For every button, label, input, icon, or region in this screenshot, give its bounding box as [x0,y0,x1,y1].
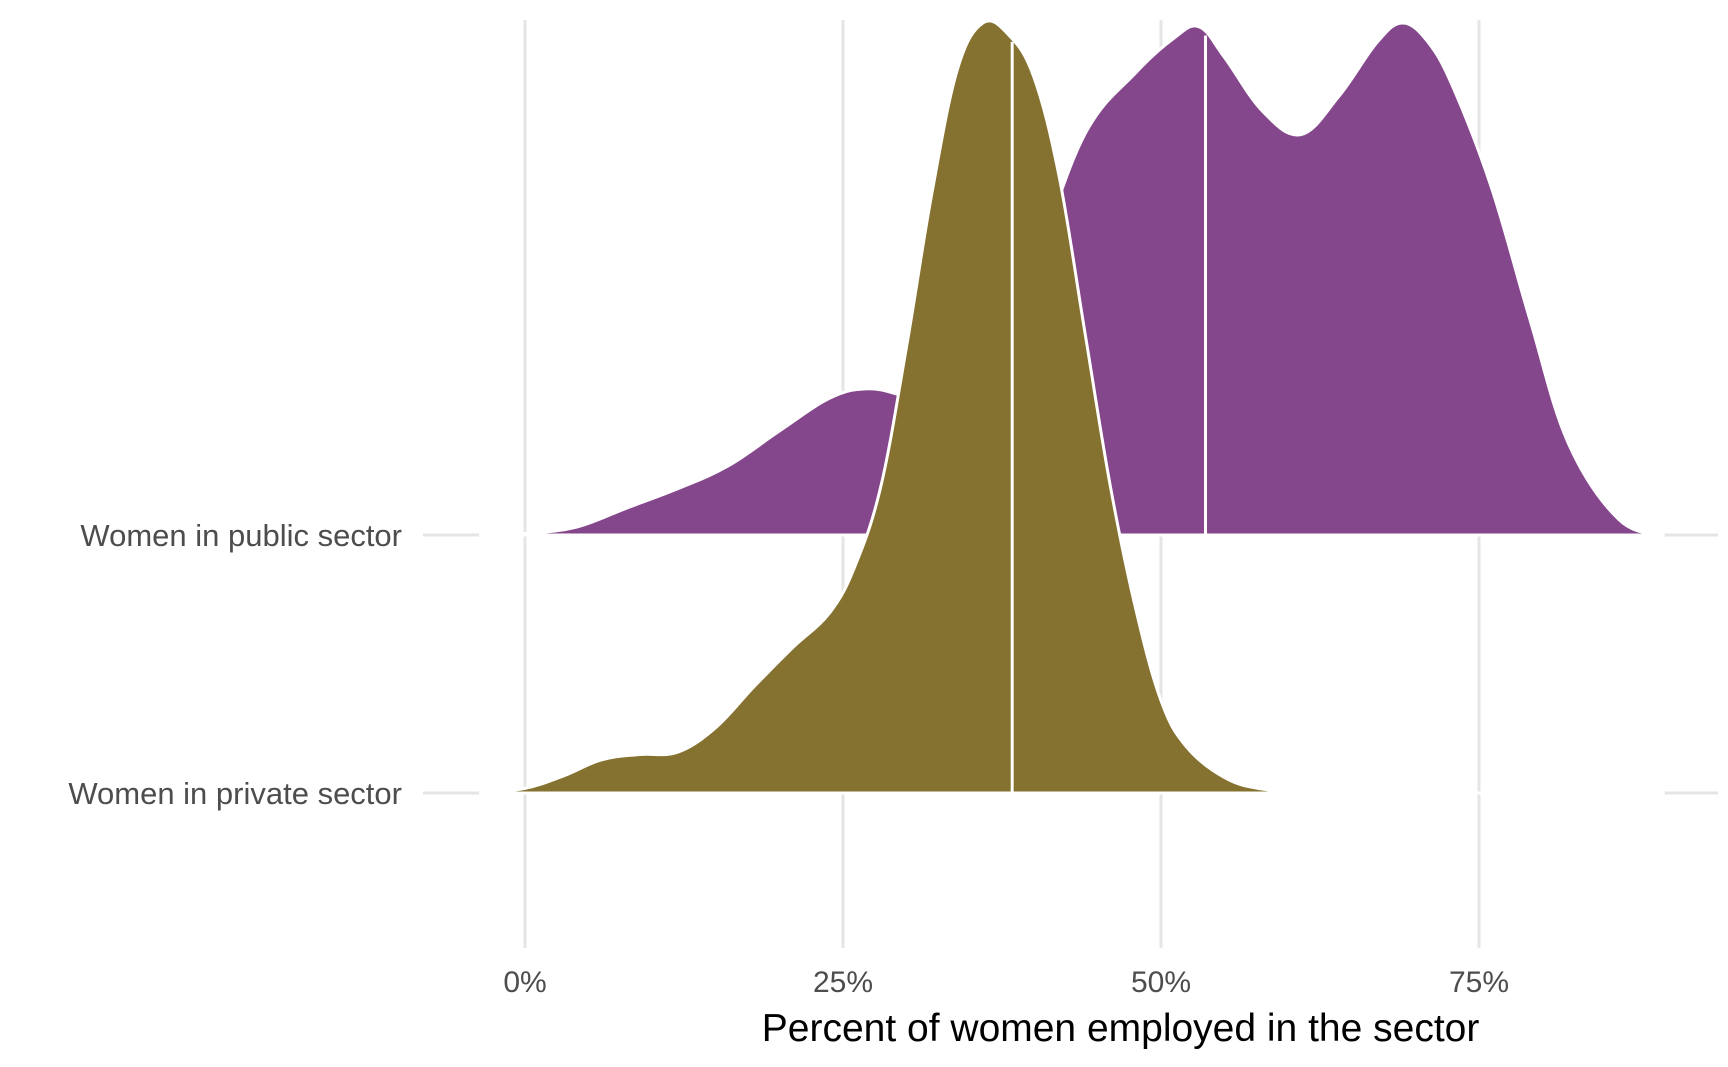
x-tick-label: 50% [1131,966,1191,999]
ridge-group [478,19,1665,795]
x-tick-label: 0% [503,966,546,999]
labels-layer: 0% 25% 50% 75% Women in private sector Women … [68,518,1509,999]
density-ridge [478,19,1665,795]
y-category-label: Women in private sector [68,776,402,811]
x-tick-label: 75% [1449,966,1509,999]
ridges-layer [478,19,1665,795]
y-category-label: Women in public sector [80,518,402,553]
x-tick-label: 25% [813,966,873,999]
x-axis-title: Percent of women employed in the sector [762,1007,1480,1050]
